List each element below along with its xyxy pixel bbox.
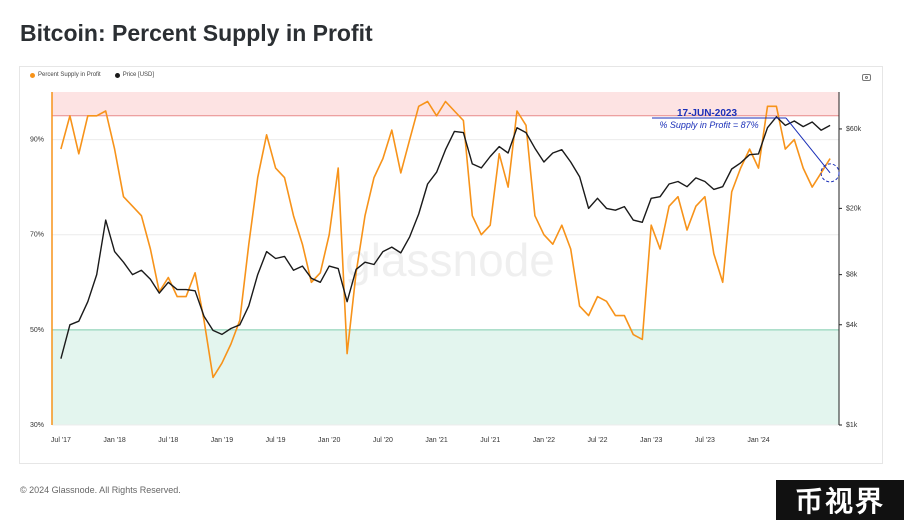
x-tick-label: Jan '19 xyxy=(211,437,233,444)
x-tick-label: Jan '22 xyxy=(533,437,555,444)
x-tick-label: Jan '18 xyxy=(103,437,125,444)
x-tick-label: Jan '23 xyxy=(640,437,662,444)
x-tick-label: Jul '17 xyxy=(51,437,71,444)
y-left-tick-label: 30% xyxy=(30,422,44,429)
y-left-tick-label: 90% xyxy=(30,137,44,144)
annotation-leader xyxy=(785,117,831,174)
annotation-date: 17-JUN-2023 xyxy=(677,108,737,119)
annotation-value: % Supply in Profit = 87% xyxy=(659,120,758,130)
x-tick-label: Jan '24 xyxy=(747,437,769,444)
x-tick-label: Jan '21 xyxy=(425,437,447,444)
y-right-tick-label: $20k xyxy=(846,205,862,212)
copyright-text: © 2024 Glassnode. All Rights Reserved. xyxy=(20,485,181,495)
x-tick-label: Jan '20 xyxy=(318,437,340,444)
legend-label-supply: Percent Supply in Profit xyxy=(38,72,101,78)
annotation-circle xyxy=(820,163,840,183)
y-left-tick-label: 70% xyxy=(30,232,44,239)
x-tick-label: Jul '21 xyxy=(480,437,500,444)
band-high xyxy=(52,92,839,116)
legend-item-price[interactable]: Price [USD] xyxy=(114,72,155,78)
x-tick-label: Jul '20 xyxy=(373,437,393,444)
series-line-price xyxy=(60,116,831,359)
page-title: Bitcoin: Percent Supply in Profit xyxy=(20,20,373,46)
band-low xyxy=(52,329,839,425)
y-left-tick-label: 50% xyxy=(30,327,44,334)
camera-icon[interactable] xyxy=(862,74,871,81)
watermark-text: glassnode xyxy=(345,234,555,286)
x-tick-label: Jul '18 xyxy=(158,437,178,444)
y-right-tick-label: $4k xyxy=(846,322,858,329)
legend-item-supply[interactable]: Percent Supply in Profit xyxy=(30,72,101,78)
y-right-tick-label: $60k xyxy=(846,126,862,133)
x-tick-label: Jul '22 xyxy=(588,437,608,444)
chart-plot: glassnode 90% 70% 50% 30% $60k $20k $8k $4k $1k Ju… xyxy=(30,92,862,444)
brand-badge: 币视界 xyxy=(776,480,904,520)
x-tick-label: Jul '19 xyxy=(266,437,286,444)
series-line-supply xyxy=(60,100,831,379)
x-tick-label: Jul '23 xyxy=(695,437,715,444)
chart-legend: Percent Supply in Profit Price [USD] xyxy=(30,72,154,78)
legend-label-price: Price [USD] xyxy=(122,72,155,78)
legend-swatch-supply xyxy=(30,72,35,78)
y-right-tick-label: $1k xyxy=(846,422,858,429)
y-right-tick-label: $8k xyxy=(846,272,858,279)
legend-swatch-price xyxy=(114,72,120,78)
